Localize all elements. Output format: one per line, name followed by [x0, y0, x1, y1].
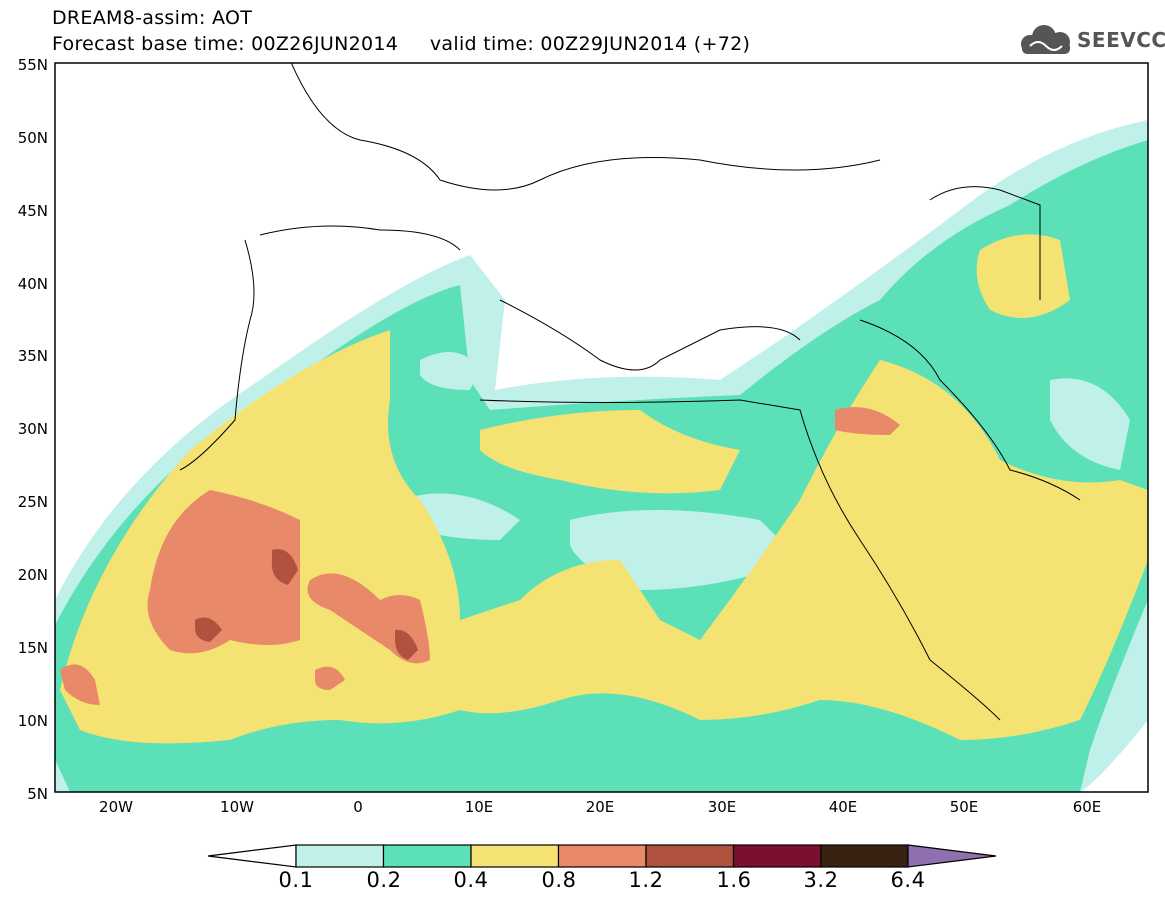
map-frame — [54, 62, 1149, 793]
logo-text: SEEVCCC — [1077, 28, 1165, 52]
lat-label: 5N — [27, 785, 48, 803]
colorbar-label: 1.6 — [716, 868, 752, 892]
lat-label: 20N — [17, 566, 48, 584]
lon-label: 0 — [353, 798, 363, 816]
colorbar-label: 0.8 — [541, 868, 577, 892]
lon-label: 30E — [707, 798, 737, 816]
lat-label: 45N — [17, 202, 48, 220]
lat-label: 35N — [17, 347, 48, 365]
lat-label: 30N — [17, 420, 48, 438]
lon-label: 10E — [464, 798, 494, 816]
lon-label: 60E — [1072, 798, 1102, 816]
lat-label: 55N — [17, 56, 48, 74]
lat-label: 50N — [17, 129, 48, 147]
cloud-logo-icon — [1021, 25, 1070, 54]
colorbar-label: 1.2 — [628, 868, 664, 892]
lon-label: 20W — [99, 798, 133, 816]
lon-label: 20E — [585, 798, 615, 816]
lon-label: 40E — [828, 798, 858, 816]
colorbar-label: 3.2 — [803, 868, 839, 892]
colorbar-label: 0.1 — [278, 868, 314, 892]
lat-label: 10N — [17, 712, 48, 730]
lat-label: 25N — [17, 493, 48, 511]
lat-label: 15N — [17, 639, 48, 657]
lat-label: 40N — [17, 275, 48, 293]
colorbar-label: 6.4 — [890, 868, 926, 892]
lon-label: 10W — [220, 798, 254, 816]
colorbar-label: 0.4 — [453, 868, 489, 892]
aot-band-0.8 — [147, 490, 300, 654]
colorbar-label: 0.2 — [366, 868, 402, 892]
lon-label: 50E — [949, 798, 979, 816]
aot-band-1.2 — [195, 617, 222, 642]
map-subtitle-times: Forecast base time: 00Z26JUN2014 valid t… — [52, 33, 751, 55]
map-title: DREAM8-assim: AOT — [52, 7, 253, 29]
